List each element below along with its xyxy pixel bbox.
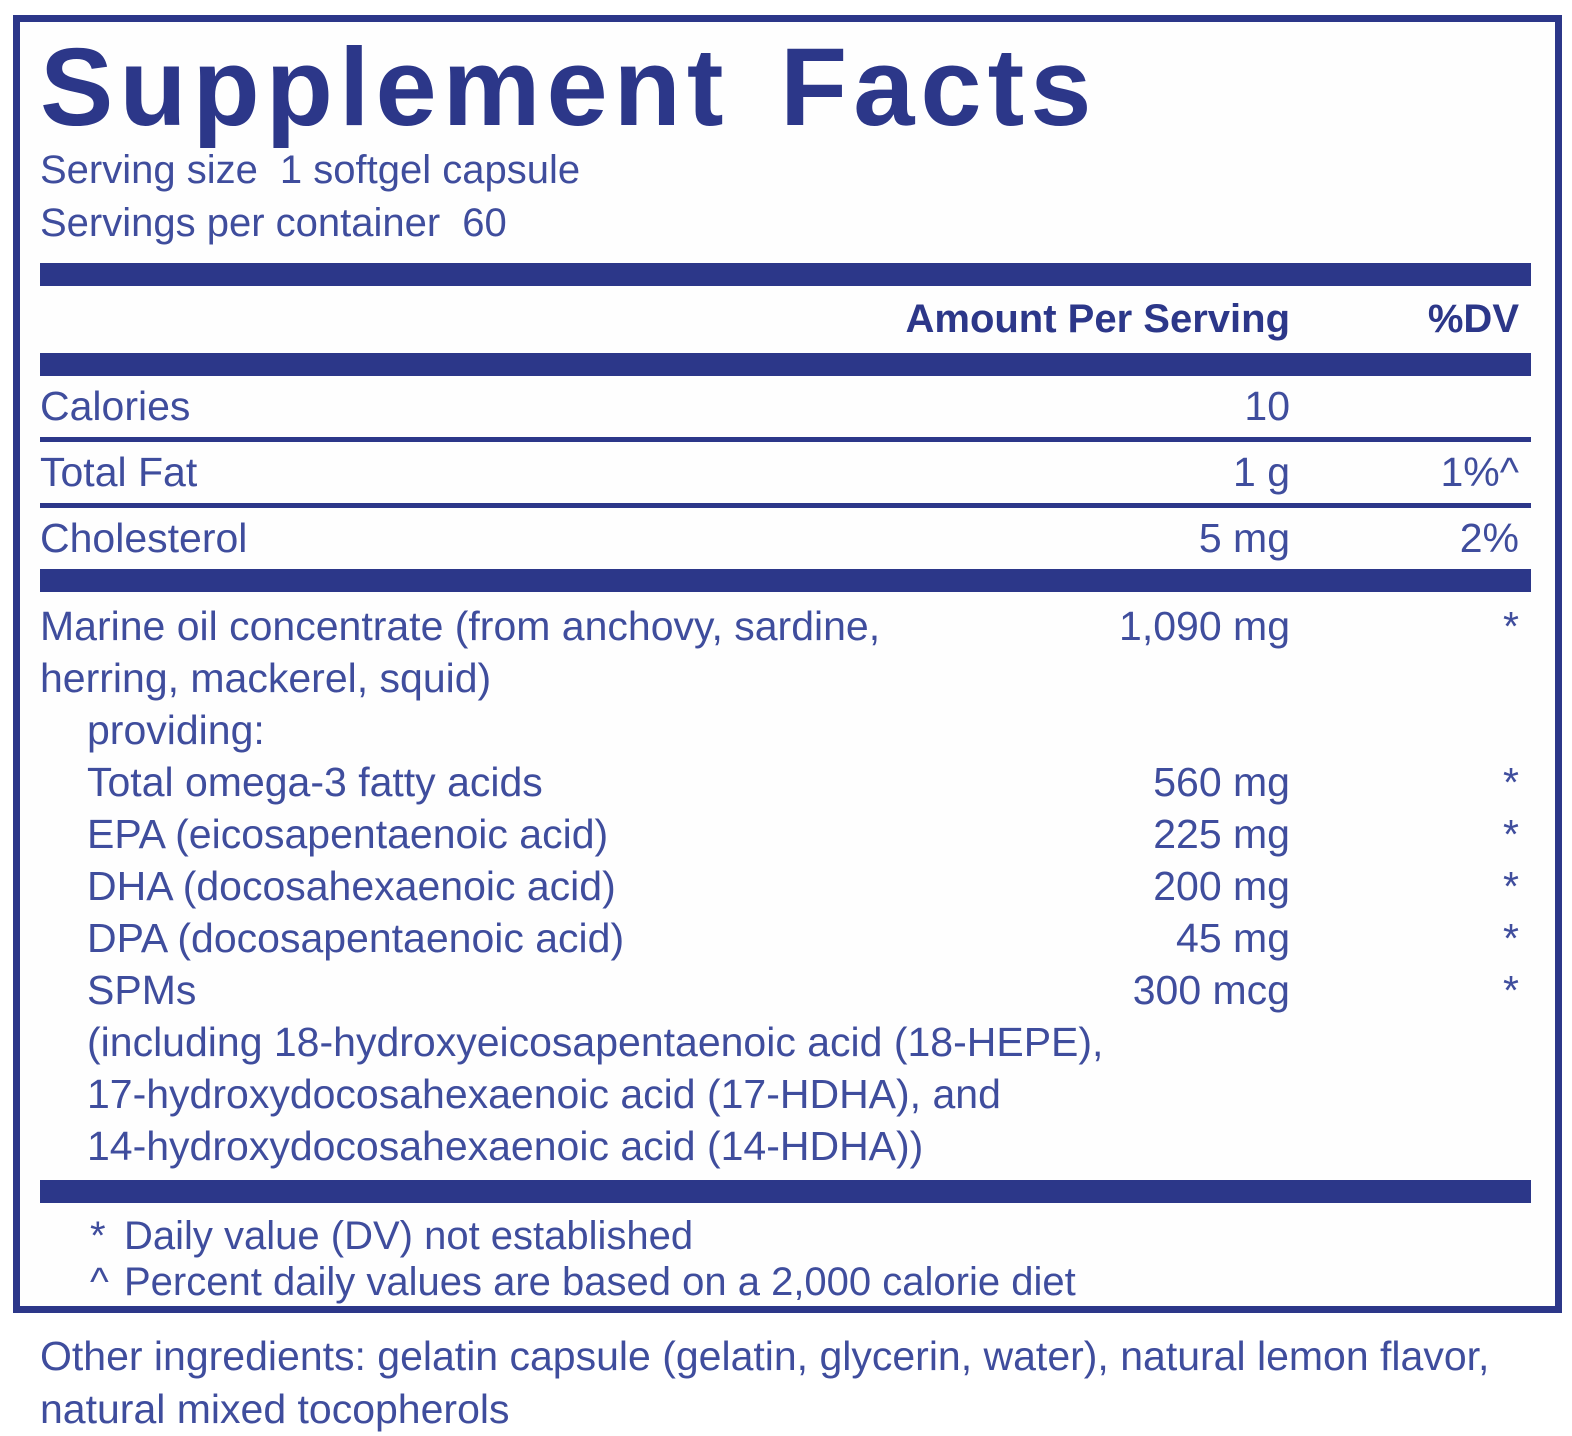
column-header-row: Amount Per Serving %DV: [40, 286, 1531, 353]
marine-oil-name-continued: herring, mackerel, squid): [40, 655, 492, 701]
divider-bar-macros: [40, 569, 1531, 592]
nutrient-name: EPA (eicosapentaenoic acid): [87, 811, 609, 857]
nutrient-dv: *: [1503, 915, 1519, 961]
serving-size-line: Serving size 1 softgel capsule: [40, 144, 1531, 197]
nutrient-name: DPA (docosapentaenoic acid): [87, 915, 625, 961]
divider-bar-top: [40, 263, 1531, 286]
nutrient-dv: 2%: [1459, 515, 1519, 561]
marine-item-row-dha: DHA (docosahexaenoic acid) 200 mg *: [40, 860, 1531, 912]
nutrient-row-total-fat: Total Fat 1 g 1%^: [40, 442, 1531, 503]
footnote-percent-daily-values: ^ Percent daily values are based on a 2,…: [40, 1259, 1531, 1305]
other-ingredients-line: Other ingredients: gelatin capsule (gela…: [40, 1333, 1490, 1379]
nutrient-dv: *: [1503, 811, 1519, 857]
footnote-text: Daily value (DV) not established: [124, 1214, 694, 1258]
servings-per-container-value: 60: [462, 201, 507, 245]
panel-title: Supplement Facts: [40, 26, 1098, 149]
nutrient-name: DHA (docosahexaenoic acid): [87, 863, 616, 909]
nutrient-amount: 5 mg: [1198, 515, 1290, 561]
marine-item-row-spms: SPMs 300 mcg *: [40, 964, 1531, 1016]
spms-including-line: (including 18-hydroxyeicosapentaenoic ac…: [87, 1019, 1104, 1065]
footnotes: * Daily value (DV) not established ^ Per…: [40, 1213, 1531, 1305]
nutrient-amount: 560 mg: [1153, 759, 1290, 805]
servings-per-container-line: Servings per container 60: [40, 197, 1531, 250]
nutrient-dv: *: [1503, 759, 1519, 805]
footnote-dv-not-established: * Daily value (DV) not established: [40, 1213, 1531, 1259]
nutrient-name: Marine oil concentrate (from anchovy, sa…: [40, 603, 881, 649]
nutrient-dv: *: [1503, 863, 1519, 909]
divider-bar-header: [40, 353, 1531, 376]
nutrient-name: Calories: [40, 383, 191, 429]
serving-size-value: 1 softgel capsule: [279, 148, 581, 192]
nutrient-amount: 45 mg: [1176, 915, 1290, 961]
serving-size-label: Serving size: [40, 148, 258, 192]
row-divider: [40, 503, 1531, 508]
nutrient-name: SPMs: [87, 967, 197, 1013]
nutrient-amount: 200 mg: [1153, 863, 1290, 909]
divider-bar-bottom: [40, 1180, 1531, 1203]
nutrient-row-calories: Calories 10: [40, 376, 1531, 437]
row-divider: [40, 437, 1531, 442]
other-ingredients: Other ingredients: gelatin capsule (gela…: [40, 1330, 1530, 1436]
footnote-symbol: ^: [90, 1260, 109, 1304]
spms-including-line: 17-hydroxydocosahexaenoic acid (17-HDHA)…: [87, 1071, 1001, 1117]
nutrient-amount: 225 mg: [1153, 811, 1290, 857]
nutrient-amount: 10: [1244, 383, 1290, 429]
other-ingredients-line: natural mixed tocopherols: [40, 1386, 510, 1432]
column-header-amount: Amount Per Serving: [905, 297, 1290, 341]
nutrient-name: Total Fat: [40, 449, 198, 495]
spms-including-line: 14-hydroxydocosahexaenoic acid (14-HDHA)…: [87, 1123, 924, 1169]
nutrient-name: Total omega-3 fatty acids: [87, 759, 543, 805]
servings-per-container-label: Servings per container: [40, 201, 441, 245]
nutrient-dv: *: [1503, 967, 1519, 1013]
nutrient-amount: 300 mcg: [1132, 967, 1290, 1013]
nutrient-amount: 1 g: [1233, 449, 1290, 495]
nutrient-row-cholesterol: Cholesterol 5 mg 2%: [40, 508, 1531, 569]
marine-item-row-omega3: Total omega-3 fatty acids 560 mg *: [40, 756, 1531, 808]
marine-item-row-dpa: DPA (docosapentaenoic acid) 45 mg *: [40, 912, 1531, 964]
footnote-text: Percent daily values are based on a 2,00…: [124, 1260, 1076, 1304]
marine-oil-row: Marine oil concentrate (from anchovy, sa…: [40, 600, 1531, 652]
marine-oil-section: Marine oil concentrate (from anchovy, sa…: [40, 592, 1531, 1172]
nutrient-dv: 1%^: [1440, 449, 1520, 495]
nutrient-name: Cholesterol: [40, 515, 248, 561]
column-header-dv: %DV: [1427, 297, 1519, 341]
supplement-facts-panel: Supplement Facts Serving size 1 softgel c…: [13, 15, 1562, 1313]
nutrient-dv: *: [1503, 603, 1519, 649]
providing-label: providing:: [87, 707, 265, 753]
marine-item-row-epa: EPA (eicosapentaenoic acid) 225 mg *: [40, 808, 1531, 860]
nutrient-amount: 1,090 mg: [1119, 603, 1290, 649]
footnote-symbol: *: [90, 1214, 106, 1258]
